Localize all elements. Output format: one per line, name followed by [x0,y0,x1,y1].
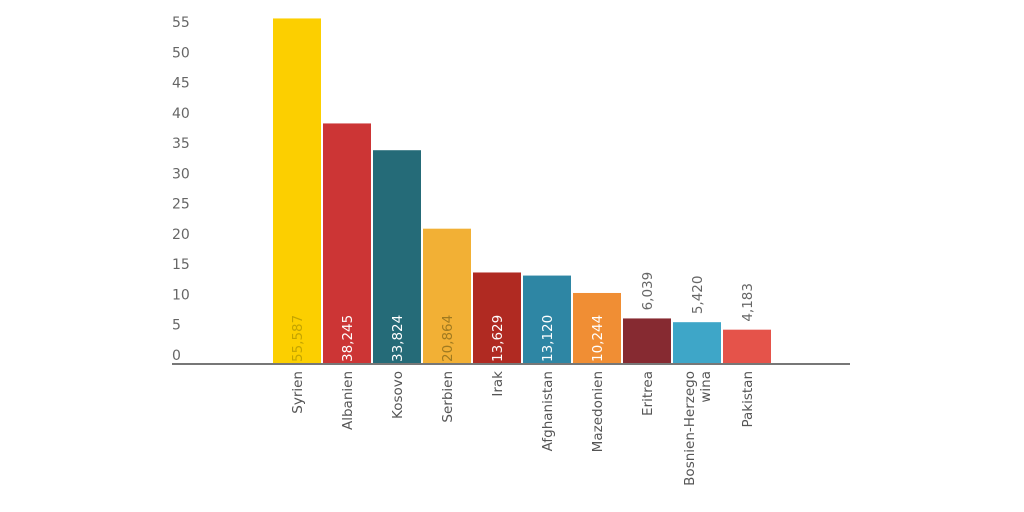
y-tick-label: 10 [172,287,190,303]
data-label: 20,864 [440,315,456,362]
category-label: Albanien [340,371,356,430]
bar-bosnien-herzegowina [673,322,721,364]
data-label: 38,245 [340,315,356,362]
bar-pakistan [723,329,771,364]
bar-irak [473,272,521,364]
category-label: Bosnien-Herzego [682,371,698,486]
bars: 55,587 38,245 33,824 20,864 13,629 13,120 10,2… [273,18,771,364]
y-tick-label: 45 [172,76,190,92]
y-tick-label: 55 [172,15,190,31]
data-label: 6,039 [640,272,656,311]
y-tick-label: 20 [172,227,190,243]
category-label: Kosovo [390,371,406,419]
y-tick-label: 5 [172,318,181,334]
bar-afghanistan [523,275,571,364]
data-label: 13,629 [490,315,506,362]
category-label: Pakistan [740,371,756,428]
category-label: Serbien [440,371,456,423]
bar-eritrea [623,318,671,364]
bar-mazedonien [573,292,621,364]
y-tick-label: 15 [172,257,190,273]
y-tick-label: 30 [172,166,190,182]
y-tick-label: 50 [172,45,190,61]
data-label: 13,120 [540,315,556,362]
data-label: 4,183 [740,283,756,322]
category-label: Mazedonien [590,371,606,452]
data-label: 55,587 [290,315,306,362]
data-label: 33,824 [390,315,406,362]
bar-albanien [323,123,371,364]
category-label: wina [698,371,714,403]
category-label: Irak [490,371,506,397]
data-label: 5,420 [690,276,706,315]
y-tick-label: 40 [172,106,190,122]
category-label: Syrien [290,371,306,414]
bar-syrien [273,18,321,364]
bar-kosovo [373,150,421,364]
y-tick-label: 0 [172,348,181,364]
category-label: Afghanistan [540,371,556,451]
data-label: 10,244 [590,315,606,362]
x-axis-labels: Syrien Albanien Kosovo Serbien Irak Afghanist… [290,371,756,486]
y-tick-label: 35 [172,136,190,152]
y-tick-label: 25 [172,197,190,213]
bar-serbien [423,228,471,364]
category-label: Eritrea [640,371,656,416]
